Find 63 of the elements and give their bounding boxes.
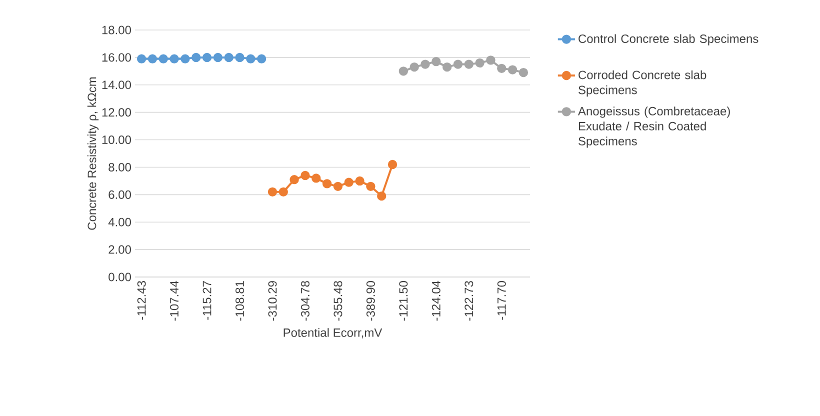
x-tick-label: -355.48 [334,281,342,321]
x-tick-label: -108.81 [236,281,244,321]
point [398,66,408,76]
y-tick-label: 18.00 [102,26,131,34]
point [486,56,496,65]
point [322,179,332,188]
point [420,60,430,69]
y-tick-label: 12.00 [102,108,131,117]
point [300,170,310,180]
point [278,187,288,197]
x-tick-label: -124.04 [432,280,440,321]
point [355,176,364,186]
legend-label: Anogeissus (Combretaceae) Exudate / Resin Coated Specimens [578,106,730,148]
point [508,65,518,74]
point [442,62,452,72]
point [518,68,528,78]
y-tick-label: 14.00 [102,80,131,90]
y-tick-label: 0.00 [108,272,132,282]
x-tick-label: -117.70 [497,281,506,320]
x-tick-label: -304.78 [300,281,310,321]
point [158,54,168,64]
point [432,56,441,66]
point [464,60,474,69]
point [136,54,146,64]
point [235,52,244,62]
point [453,60,463,69]
point [475,58,484,68]
x-tick-label: -122.73 [464,281,474,321]
x-axis-title: Potential Ecorr,mV [284,328,382,338]
x-tick-label: -310.29 [268,281,277,321]
y-tick-label: 8.00 [108,162,132,172]
point [344,178,354,187]
point [224,52,234,62]
point [180,54,190,64]
point [366,182,376,192]
point [148,54,158,64]
point [377,191,386,201]
point [202,52,212,62]
y-axis-title: Concrete Resistivity ρ, kΩcm [87,77,99,230]
point [268,187,278,197]
y-tick-label: 4.00 [108,218,132,226]
x-tick-label: -389.90 [366,281,375,321]
point [388,160,398,170]
point [170,54,179,64]
y-tick-label: 6.00 [108,190,132,199]
point [192,52,201,62]
point [333,182,343,192]
x-tick-label: -115.27 [202,281,212,320]
x-tick-label: -121.50 [399,281,408,321]
x-tick-label: -112.43 [137,281,146,320]
legend-label: Control Concrete slab Specimens [578,34,758,46]
legend-label: Corroded Concrete slab Specimens [578,70,706,97]
point [213,52,223,62]
y-tick-label: 2.00 [108,245,132,254]
point [312,174,321,183]
y-tick-label: 10.00 [102,136,131,144]
point [246,54,256,64]
point [497,64,506,74]
point [290,174,299,184]
x-tick-label: -107.44 [170,280,179,321]
point [410,62,419,72]
point [256,54,266,64]
y-tick-label: 16.00 [102,53,131,62]
